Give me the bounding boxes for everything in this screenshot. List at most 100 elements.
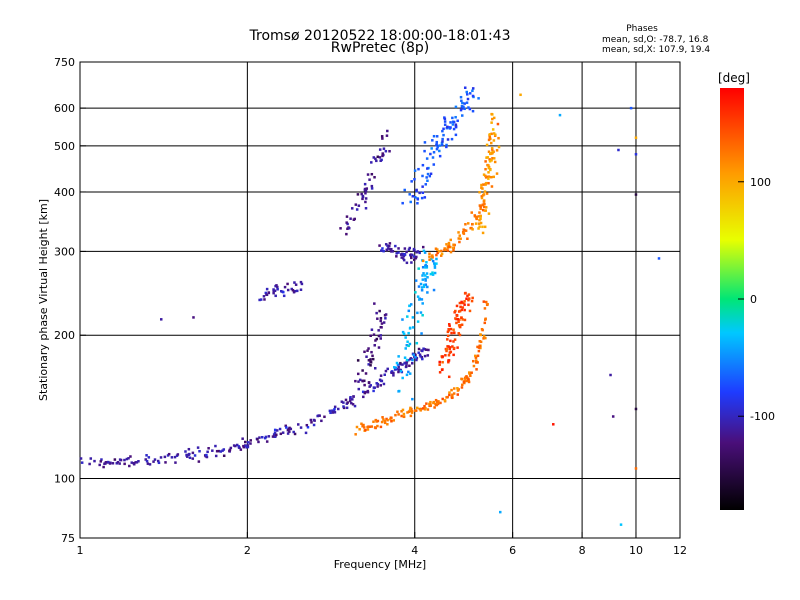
data-point bbox=[100, 458, 103, 461]
data-point bbox=[454, 105, 458, 109]
data-point bbox=[467, 293, 471, 296]
data-point bbox=[455, 314, 459, 317]
colorbar-tick-label: 0 bbox=[750, 293, 757, 306]
x-tick-label: 12 bbox=[673, 544, 687, 557]
data-point bbox=[396, 410, 399, 414]
x-tick-label: 6 bbox=[509, 544, 516, 557]
data-point bbox=[440, 141, 444, 145]
data-point bbox=[258, 298, 261, 302]
data-point bbox=[407, 358, 410, 362]
data-point bbox=[453, 338, 457, 341]
data-point bbox=[448, 393, 451, 397]
data-point bbox=[446, 395, 449, 399]
data-point bbox=[348, 399, 352, 403]
data-point bbox=[412, 247, 416, 251]
data-point bbox=[481, 225, 484, 229]
data-point bbox=[331, 411, 335, 414]
data-point bbox=[433, 266, 437, 269]
data-point bbox=[372, 333, 376, 336]
data-point bbox=[472, 364, 476, 368]
data-point bbox=[349, 217, 352, 220]
data-point bbox=[378, 148, 382, 151]
data-point bbox=[399, 369, 403, 373]
data-point bbox=[487, 171, 490, 174]
data-point bbox=[272, 288, 275, 291]
data-point bbox=[447, 375, 451, 379]
data-point bbox=[339, 227, 342, 230]
data-point bbox=[384, 243, 388, 246]
data-point bbox=[440, 252, 444, 256]
chart-title: Tromsø 20120522 18:00:00-18:01:43 bbox=[249, 28, 511, 44]
data-point bbox=[402, 415, 406, 418]
data-point bbox=[490, 175, 493, 179]
data-point bbox=[464, 229, 468, 232]
data-point bbox=[441, 129, 444, 133]
data-point bbox=[286, 282, 289, 286]
data-point bbox=[487, 164, 490, 167]
data-point bbox=[470, 299, 474, 303]
data-point bbox=[273, 431, 277, 435]
data-point bbox=[452, 243, 455, 246]
data-point bbox=[429, 403, 432, 406]
data-point bbox=[361, 379, 364, 383]
data-point bbox=[416, 320, 420, 323]
data-point bbox=[360, 192, 363, 196]
data-point bbox=[257, 440, 260, 444]
data-point bbox=[443, 248, 446, 252]
data-point bbox=[413, 169, 417, 172]
data-point bbox=[491, 128, 495, 131]
data-point bbox=[452, 340, 455, 343]
data-point bbox=[447, 353, 451, 357]
data-point bbox=[443, 123, 447, 126]
data-point bbox=[456, 346, 459, 349]
data-point bbox=[376, 385, 379, 388]
data-point bbox=[275, 284, 278, 287]
data-point bbox=[449, 327, 453, 331]
data-point bbox=[116, 460, 120, 464]
data-point bbox=[420, 332, 423, 335]
data-point bbox=[331, 409, 334, 412]
y-axis-label: Stationary phase Virtual Height [km] bbox=[37, 199, 50, 401]
data-point bbox=[456, 393, 460, 396]
data-point bbox=[448, 351, 452, 354]
data-point bbox=[483, 202, 486, 206]
data-point bbox=[463, 86, 467, 89]
data-point bbox=[187, 447, 191, 451]
data-point bbox=[461, 318, 464, 321]
data-point bbox=[80, 461, 84, 464]
data-point bbox=[388, 149, 391, 153]
data-point bbox=[454, 317, 457, 320]
data-point bbox=[409, 326, 412, 330]
data-point bbox=[366, 349, 369, 352]
data-point bbox=[329, 411, 332, 415]
data-point bbox=[413, 409, 417, 412]
data-point bbox=[395, 367, 399, 371]
data-point bbox=[306, 425, 310, 429]
data-point bbox=[412, 249, 416, 252]
data-point bbox=[264, 435, 268, 439]
data-point bbox=[291, 288, 295, 292]
data-point bbox=[408, 372, 412, 375]
x-tick-label: 1 bbox=[77, 544, 84, 557]
data-point bbox=[488, 158, 491, 161]
data-point bbox=[388, 244, 391, 248]
data-point bbox=[452, 346, 456, 350]
data-point bbox=[353, 404, 357, 408]
colorbar-label: [deg] bbox=[718, 71, 750, 85]
data-point bbox=[273, 435, 277, 438]
data-point bbox=[372, 156, 376, 159]
y-tick-label: 100 bbox=[54, 473, 75, 486]
data-point bbox=[366, 390, 370, 394]
data-point bbox=[445, 143, 448, 147]
data-point bbox=[361, 369, 364, 372]
data-point bbox=[432, 134, 436, 138]
data-point bbox=[159, 456, 163, 459]
data-point bbox=[363, 379, 366, 383]
data-point bbox=[198, 449, 201, 453]
data-point bbox=[98, 463, 101, 467]
data-point bbox=[420, 288, 424, 292]
data-point bbox=[375, 420, 378, 423]
data-point bbox=[485, 192, 489, 195]
data-point bbox=[310, 421, 313, 424]
data-point bbox=[482, 193, 486, 196]
